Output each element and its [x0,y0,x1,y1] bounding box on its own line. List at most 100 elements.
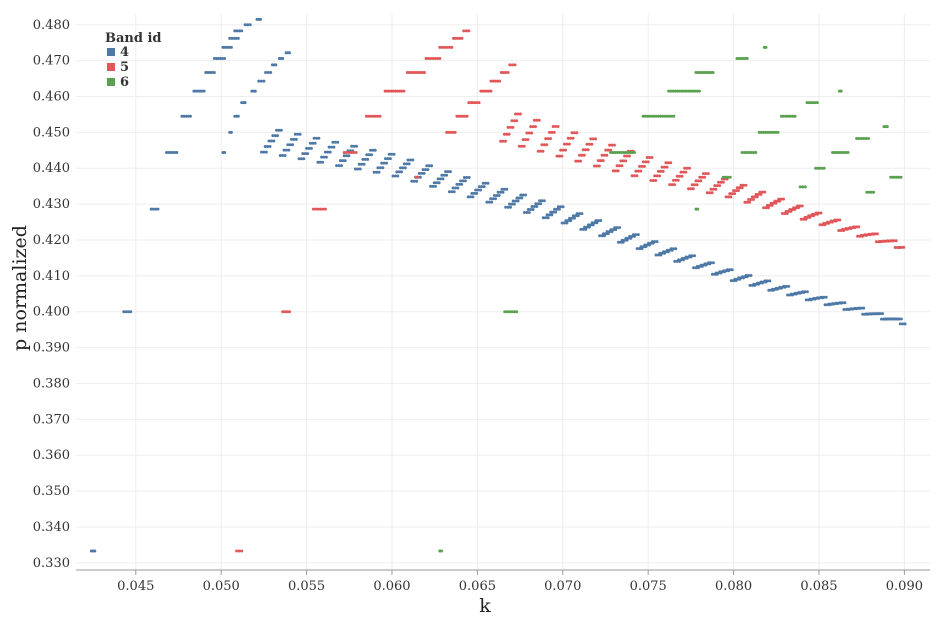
band-dash-5-point [499,139,503,143]
band-dash-5-point [713,184,717,188]
band-dash-5 [705,191,714,195]
band-dash-5-point [569,136,573,140]
band-dash-4-point [774,286,778,290]
band-dash-4-point [594,219,598,223]
band-dash-4-point [516,199,520,203]
band-dash-4-point [598,234,602,238]
band-dash-4-point [381,166,385,170]
band-dash-4-point [550,213,554,217]
band-dash-4-point [496,190,500,194]
band-dash-4-point [363,157,367,161]
segment-6-point [889,175,893,179]
band-dash-4-point [268,145,272,148]
band-dash-4-point [321,160,325,164]
band-dash-4-point [578,212,581,216]
band-dash-4-point [484,181,488,185]
band-dash-4-point [517,196,521,200]
band-dash-4-point [474,188,478,192]
band-dash-5 [758,190,767,194]
segment-5-point [321,207,325,211]
band-dash-5-point [675,174,679,178]
band-dash-4-point [672,247,675,251]
segment-5-point [510,63,514,67]
band-dash-5-point [545,143,549,147]
band-dash-5-point [521,138,525,142]
band-dash-4-point [465,176,469,179]
segment-5-point [489,79,493,83]
segment-5-point [374,114,377,118]
band-dash-5 [645,156,654,159]
segment-6 [779,114,797,118]
band-dash-5-point [644,160,648,164]
segment-4-point [237,29,241,33]
band-dash-4-point [277,128,281,132]
x-tick-label: 0.045 [117,579,154,594]
segment-4-point [225,45,229,49]
segment-5-point [424,57,428,60]
band-dash-4-point [842,308,846,311]
band-dash-4-point [583,225,587,229]
y-tick-label: 0.350 [33,484,70,499]
band-dash-5-point [646,160,650,164]
band-dash-4 [425,164,434,168]
segment-6 [798,185,807,189]
segment-5-point [412,71,416,74]
segment-5-point [402,89,406,93]
segment-4 [255,17,262,21]
segment-6-point [844,151,848,154]
band-dash-5-point [595,164,599,168]
band-dash-5 [889,239,898,243]
segment-5-point [447,130,451,134]
legend-label-6: 6 [120,75,129,90]
segment-5-point [471,101,475,105]
band-dash-4-point [395,170,399,174]
band-dash-4-point [367,153,371,157]
band-dash-5-point [698,175,702,179]
segment-6-point [711,71,715,74]
band-dash-4-point [444,170,448,174]
band-dash-5-point [706,172,710,176]
segment-6 [814,166,826,170]
band-dash-5-point [529,125,533,129]
segment-6-point [680,89,684,93]
band-dash-4-point [495,194,499,197]
band-dash-4-point [405,162,409,166]
segment-6-point [673,89,677,93]
segment-5 [445,130,457,134]
band-dash-5 [593,164,601,168]
segment-4-point [233,29,237,33]
band-dash-5-point [540,143,544,147]
segment-6 [438,549,443,553]
band-dash-4-point [590,221,594,225]
segment-5-point [467,29,471,33]
x-tick-label: 0.085 [800,579,837,594]
band-dash-4-point [273,134,277,138]
segment-6 [721,175,732,179]
band-dash-4 [338,159,347,163]
segment-4-point [212,57,216,60]
band-dash-4-point [559,205,563,209]
band-dash-4 [312,136,321,140]
segment-6-point [859,137,863,140]
band-dash-4-point [838,301,842,305]
segment-5-point [436,57,439,60]
band-dash-4-point [457,182,461,186]
segment-4-point [240,29,244,33]
band-dash-5-point [650,156,654,159]
band-dash-5-point [871,232,875,236]
band-dash-5-point [635,174,639,178]
band-dash-4-point [343,159,347,163]
band-dash-4-point [360,162,364,166]
band-dash-5-point [838,218,842,222]
band-dash-5-point [854,225,858,229]
band-dash-4-point [524,193,527,197]
band-dash-4 [838,301,847,305]
band-dash-4-point [673,259,677,263]
segment-6-point [837,151,841,154]
segment-4-point [202,89,206,93]
segment-5-point [410,71,414,74]
band-dash-5-point [638,164,642,168]
band-dash-4-point [301,152,305,156]
segment-5-point [240,549,244,553]
band-dash-5-point [740,186,744,190]
